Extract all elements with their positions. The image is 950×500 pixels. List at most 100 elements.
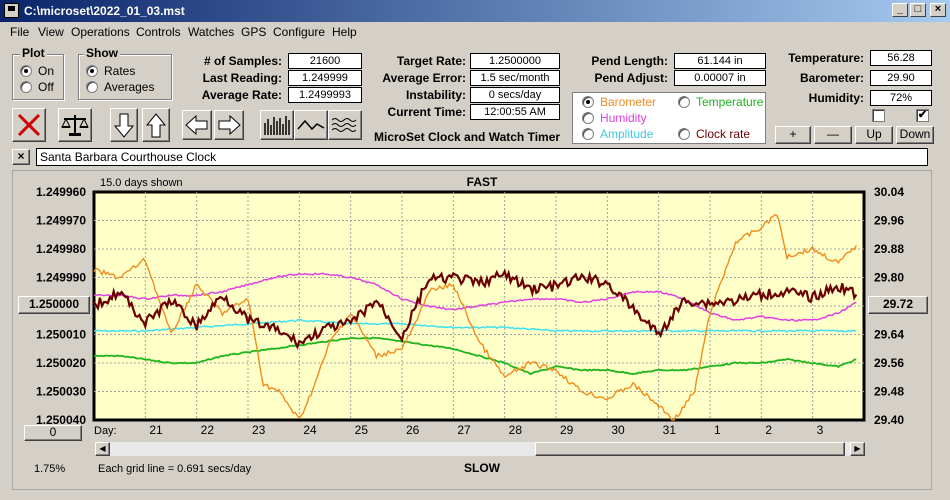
right-tick-label: 29.88 (874, 242, 904, 256)
down-button[interactable]: Down (896, 126, 934, 144)
menu-file[interactable]: File (10, 25, 30, 39)
left-tick-label: 1.250040 (36, 413, 86, 427)
menu-view[interactable]: View (38, 25, 64, 39)
x-tick-label: 29 (560, 423, 574, 437)
plus-button[interactable]: + (775, 126, 811, 144)
overlay-temperature-radio[interactable] (678, 96, 690, 108)
overlay-amplitude-label: Amplitude (600, 127, 654, 141)
x-tick-label: 21 (149, 423, 163, 437)
right-tick-label: 30.04 (874, 185, 904, 199)
plot-on-radio[interactable] (20, 65, 32, 77)
menu-operations[interactable]: Operations (71, 25, 130, 39)
up-button[interactable]: Up (855, 126, 893, 144)
right-tick-label: 29.80 (874, 271, 904, 285)
menu-controls[interactable]: Controls (136, 25, 181, 39)
close-button[interactable]: × (930, 3, 946, 17)
menu-gps[interactable]: GPS (241, 25, 267, 39)
left-tick-label: 1.249960 (36, 185, 86, 199)
overlay-clock-rate-label: Clock rate (696, 127, 751, 141)
menu-help[interactable]: Help (332, 25, 357, 39)
scroll-up-button[interactable] (142, 108, 170, 142)
horizontal-scrollbar[interactable]: ◀ ▶ (94, 441, 866, 457)
temperature-label: Temperature: (788, 51, 864, 65)
x-tick-label: 22 (201, 423, 215, 437)
clear-button[interactable] (12, 108, 46, 142)
plot-off-radio[interactable] (20, 81, 32, 93)
target-rate-field[interactable]: 1.2500000 (470, 53, 560, 69)
center-right-button[interactable]: 29.72 (868, 296, 928, 314)
arrow-down-icon (113, 113, 135, 138)
right-tick-label: 29.40 (874, 413, 904, 427)
scrollbar-thumb[interactable] (535, 442, 845, 456)
menu-bar: File View Operations Controls Watches GP… (0, 22, 950, 42)
current-time-field: 12:00:55 AM (470, 104, 560, 120)
x-tick-label: 2 (765, 423, 772, 437)
slow-label: SLOW (464, 461, 501, 475)
scroll-right-button[interactable] (214, 110, 244, 140)
left-tick-label: 1.249970 (36, 214, 86, 228)
right-tick-label: 29.56 (874, 356, 904, 370)
maximize-button[interactable]: □ (910, 3, 926, 17)
offset-button[interactable]: 0 (24, 425, 82, 441)
show-averages-label: Averages (104, 80, 155, 94)
scroll-left-button[interactable] (182, 110, 212, 140)
overlay-humidity-label: Humidity (600, 111, 647, 125)
average-error-field: 1.5 sec/month (470, 70, 560, 86)
average-rate-field: 1.2499993 (288, 87, 362, 103)
x-tick-label: 30 (611, 423, 625, 437)
humidity-series-line (93, 272, 857, 322)
fast-label: FAST (467, 175, 498, 189)
percent-label: 1.75% (34, 463, 65, 475)
last-reading-field: 1.249999 (288, 70, 362, 86)
show-averages-radio[interactable] (86, 81, 98, 93)
right-tick-label: 29.96 (874, 214, 904, 228)
samples-label: # of Samples: (203, 54, 282, 68)
overlay-barometer-radio[interactable] (582, 96, 594, 108)
samples-field: 21600 (288, 53, 362, 69)
pend-length-field[interactable]: 61.144 in (674, 53, 766, 69)
barometer-label: Barometer: (799, 71, 864, 85)
overlay-humidity-radio[interactable] (582, 112, 594, 124)
overlay-amplitude-radio[interactable] (582, 128, 594, 140)
plot-on-label: On (38, 64, 55, 78)
center-left-button[interactable]: 1.250000 (18, 296, 90, 314)
menu-configure[interactable]: Configure (273, 25, 326, 39)
scroll-right-arrow-icon[interactable]: ▶ (850, 442, 865, 456)
arrow-left-icon (185, 114, 208, 136)
rate-chart[interactable]: 1.249960 1.249970 1.249980 1.249990 1.250010… (11, 169, 933, 491)
minimize-button[interactable]: _ (892, 3, 908, 17)
show-rates-label: Rates (104, 64, 136, 78)
minus-button[interactable]: — (814, 126, 852, 144)
red-x-icon (17, 113, 41, 137)
left-axis-ticks: 1.249960 1.249970 1.249980 1.249990 1.250010… (36, 185, 86, 427)
app-caption: MicroSet Clock and Watch Timer (374, 130, 561, 144)
current-time-label: Current Time: (387, 105, 466, 119)
x-tick-label: 27 (457, 423, 471, 437)
days-shown-label: 15.0 days shown (100, 177, 183, 189)
window-title: C:\microset\2022_01_03.mst (24, 4, 185, 18)
balance-scale-icon (61, 115, 89, 136)
barometer-field: 29.90 (870, 70, 932, 86)
overlay-select-box (572, 92, 766, 144)
instability-field: 0 secs/day (470, 87, 560, 103)
scroll-left-arrow-icon[interactable]: ◀ (95, 442, 110, 456)
wave-plot-button[interactable] (328, 110, 362, 140)
left-checkbox[interactable] (872, 109, 885, 122)
menu-watches[interactable]: Watches (188, 25, 235, 39)
amplitude-series-line (93, 318, 857, 333)
overlay-clock-rate-radio[interactable] (678, 128, 690, 140)
humidity-label: Humidity: (808, 91, 864, 105)
show-rates-radio[interactable] (86, 65, 98, 77)
clear-description-button[interactable]: × (12, 149, 30, 165)
temperature-field: 56.28 (870, 50, 932, 66)
right-checkbox[interactable]: ✔ (916, 109, 929, 122)
plot-off-label: Off (38, 80, 54, 94)
bar-plot-button[interactable] (260, 110, 294, 140)
scroll-down-button[interactable] (110, 108, 138, 142)
left-tick-label: 1.250010 (36, 328, 86, 342)
line-plot-button[interactable] (294, 110, 328, 140)
app-icon[interactable] (4, 3, 19, 18)
description-input[interactable]: Santa Barbara Courthouse Clock (36, 148, 928, 166)
x-tick-label: 3 (817, 423, 824, 437)
balance-button[interactable] (58, 108, 92, 142)
